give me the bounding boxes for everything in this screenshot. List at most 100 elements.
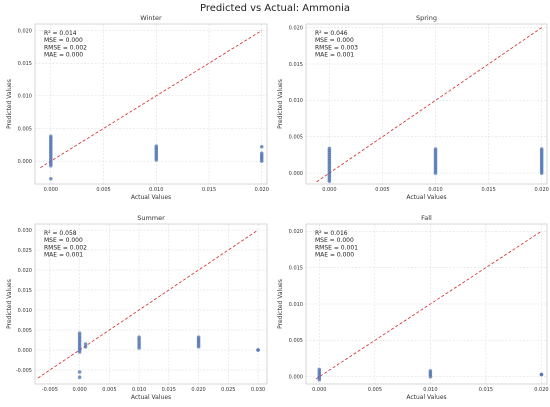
x-tick-label: 0.020 <box>255 187 269 193</box>
plot-area-frame <box>305 23 548 185</box>
data-point <box>259 151 264 156</box>
stats-line: MSE = 0.000 <box>44 237 83 244</box>
y-tick-label: 0.030 <box>18 228 32 234</box>
y-tick-label: 0.005 <box>18 126 32 132</box>
stats-line: MSE = 0.000 <box>315 37 354 44</box>
stats-line: MAE = 0.001 <box>315 52 354 59</box>
data-point <box>327 146 332 151</box>
point-group <box>137 335 141 350</box>
y-axis-label: Predicted Values <box>6 79 13 129</box>
x-tick-label: 0.015 <box>479 387 493 393</box>
stats-line: MSE = 0.000 <box>315 237 354 244</box>
y-tick-label: 0.005 <box>289 135 303 141</box>
point-group <box>196 335 201 349</box>
stats-line: R² = 0.058 <box>44 230 77 237</box>
x-tick-label: 0.005 <box>368 387 382 393</box>
panel-fall: 0.000 0.005 0.010 0.015 0.020 0.000 0.005 0.010… <box>277 214 549 401</box>
data-point <box>77 375 82 380</box>
point-group <box>327 146 332 183</box>
plot-area-frame <box>34 223 268 385</box>
y-tick-label: 0.020 <box>18 28 32 34</box>
data-point <box>137 335 141 340</box>
panel-title: Fall <box>421 214 432 222</box>
y-tick-label: 0.000 <box>289 375 303 381</box>
x-tick-label: 0.010 <box>423 387 437 393</box>
y-tick-label: 0.025 <box>18 248 32 254</box>
panel-title: Summer <box>137 214 165 222</box>
stats-line: MAE = 0.001 <box>44 252 83 259</box>
panel-title: Spring <box>416 14 437 22</box>
data-point <box>433 147 438 151</box>
point-group <box>256 348 260 352</box>
x-tick-label: 0.000 <box>322 187 336 193</box>
stats-line: MSE = 0.000 <box>44 37 83 44</box>
y-axis-label: Predicted Values <box>277 79 284 129</box>
point-group <box>154 144 159 162</box>
point-group <box>433 147 438 175</box>
y-tick-label: 0.000 <box>289 171 303 177</box>
panel-spring: 0.000 0.005 0.010 0.015 0.020 0.000 0.005 0.010… <box>277 14 549 201</box>
stats-line: RMSE = 0.003 <box>315 44 358 51</box>
y-tick-label: 0.000 <box>18 159 32 165</box>
y-tick-label: 0.015 <box>289 62 303 68</box>
data-point <box>83 342 88 346</box>
x-tick-label: 0.010 <box>132 387 146 393</box>
x-tick-label: 0.015 <box>481 187 495 193</box>
stats-line: MAE = 0.000 <box>44 52 83 59</box>
ideal-fit-line <box>37 229 259 379</box>
data-point <box>77 370 82 374</box>
x-tick-label: 0.015 <box>162 387 176 393</box>
point-group <box>539 147 544 175</box>
x-tick-label: 0.005 <box>375 187 389 193</box>
stats-line: R² = 0.016 <box>315 230 348 237</box>
panel-title: Winter <box>140 14 162 22</box>
x-tick-label: 0.010 <box>149 187 163 193</box>
x-axis-label: Actual Values <box>406 194 446 201</box>
point-group <box>428 369 433 379</box>
stats-line: R² = 0.046 <box>315 30 348 37</box>
x-tick-label: 0.010 <box>428 187 442 193</box>
x-tick-label: 0.020 <box>535 187 549 193</box>
data-point <box>539 147 544 151</box>
y-tick-label: 0.010 <box>289 98 303 104</box>
point-group <box>539 372 544 377</box>
y-axis-label: Predicted Values <box>6 279 13 329</box>
data-point <box>539 372 544 377</box>
x-tick-label: 0.000 <box>72 387 86 393</box>
plot-area-frame <box>305 223 548 385</box>
stats-line: RMSE = 0.001 <box>315 244 358 251</box>
data-point <box>196 335 201 340</box>
stats-line: RMSE = 0.002 <box>44 44 87 51</box>
data-point <box>154 144 159 148</box>
x-tick-label: 0.020 <box>534 387 548 393</box>
stats-line: MAE = 0.000 <box>315 252 354 259</box>
y-tick-label: 0.010 <box>18 308 32 314</box>
plot-area-frame <box>34 23 268 185</box>
y-tick-label: 0.015 <box>18 61 32 67</box>
data-point <box>83 345 88 349</box>
x-tick-label: 0.015 <box>202 187 216 193</box>
y-tick-label: 0.015 <box>289 265 303 271</box>
y-tick-label: 0.000 <box>18 348 32 354</box>
x-axis-label: Actual Values <box>131 394 171 401</box>
point-group <box>77 331 82 380</box>
data-point <box>428 369 433 373</box>
y-tick-label: -0.005 <box>16 368 32 374</box>
x-tick-label: 0.000 <box>312 387 326 393</box>
figure-title: Predicted vs Actual: Ammonia <box>200 3 350 14</box>
point-group <box>49 134 53 181</box>
x-tick-label: -0.005 <box>42 387 58 393</box>
y-tick-label: 0.005 <box>18 328 32 334</box>
y-tick-label: 0.005 <box>289 338 303 344</box>
point-group <box>317 367 322 382</box>
y-tick-label: 0.010 <box>18 94 32 100</box>
point-group <box>259 144 264 163</box>
x-axis-label: Actual Values <box>406 394 446 401</box>
y-tick-label: 0.015 <box>18 288 32 294</box>
y-tick-label: 0.020 <box>289 25 303 31</box>
x-tick-label: 0.005 <box>102 387 116 393</box>
ideal-fit-line <box>316 27 542 183</box>
data-point <box>49 176 53 181</box>
ideal-fit-line <box>40 30 262 169</box>
